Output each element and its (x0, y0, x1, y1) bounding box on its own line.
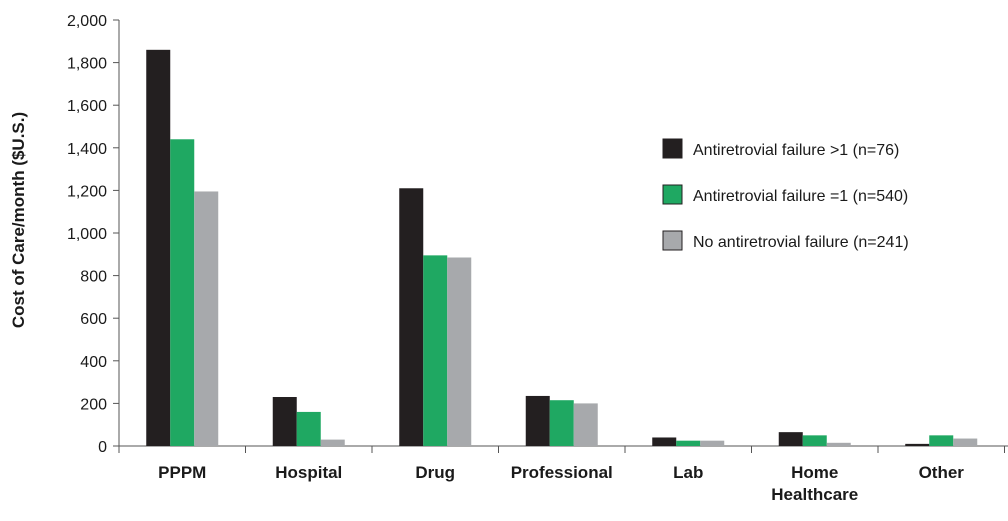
bar-home-healthcare-series-1 (778, 432, 803, 446)
bar-pppm-series-1 (146, 49, 171, 446)
bar-drug-series-3 (447, 257, 472, 446)
x-tick-label: Home Healthcare (771, 463, 858, 504)
bar-other-series-3 (953, 438, 978, 446)
x-tick-label: Hospital (275, 463, 342, 482)
bar-professional-series-1 (525, 395, 550, 446)
bar-other-series-2 (929, 435, 954, 446)
x-tick-label: Lab (673, 463, 703, 482)
bar-drug-series-1 (399, 188, 424, 446)
x-tick-label: Professional (511, 463, 613, 482)
y-tick-label: 1,600 (67, 98, 107, 115)
y-tick-label: 1,400 (67, 141, 107, 158)
bar-pppm-series-3 (194, 191, 219, 446)
bar-hospital-series-2 (296, 411, 321, 446)
x-tick-label: Drug (415, 463, 455, 482)
y-axis: 0 200 400 600 800 1,000 1,200 1,400 1,600 1,800 2,… (67, 13, 120, 456)
y-tick-label: 2,000 (67, 13, 107, 30)
bar-hospital-series-1 (272, 397, 297, 446)
bar-professional-series-2 (549, 400, 574, 446)
y-tick-label: 400 (80, 354, 107, 371)
bar-lab-series-2 (676, 440, 701, 446)
bar-lab-series-1 (652, 437, 677, 446)
legend-swatch (662, 184, 683, 205)
x-tick-label: PPPM (158, 463, 206, 482)
y-tick-label: 0 (98, 439, 107, 456)
legend-swatch (662, 230, 683, 251)
legend-label: Antiretrovial failure =1 (n=540) (693, 188, 908, 205)
bar-hospital-series-3 (320, 439, 345, 446)
y-tick-label: 600 (80, 311, 107, 328)
bar-lab-series-3 (700, 440, 725, 446)
bar-pppm-series-2 (170, 139, 195, 446)
bar-professional-series-3 (573, 403, 598, 446)
legend-label: Antiretrovial failure >1 (n=76) (693, 142, 899, 159)
y-tick-label: 200 (80, 396, 107, 413)
x-tick-label: Other (919, 463, 965, 482)
bar-home-healthcare-series-2 (802, 435, 827, 446)
y-tick-label: 1,200 (67, 183, 107, 200)
legend-swatch (662, 138, 683, 159)
bar-home-healthcare-series-3 (826, 442, 851, 446)
y-axis-title: Cost of Care/month ($U.S.) (9, 112, 28, 328)
legend: Antiretrovial failure >1 (n=76) Antiretro… (662, 138, 909, 251)
bar-drug-series-2 (423, 255, 448, 446)
x-axis: PPPM Hospital Drug Professional Lab Home Healt… (118, 445, 1008, 504)
bars (146, 49, 978, 446)
y-tick-label: 800 (80, 269, 107, 286)
y-tick-label: 1,800 (67, 56, 107, 73)
y-tick-label: 1,000 (67, 226, 107, 243)
legend-label: No antiretrovial failure (n=241) (693, 234, 909, 251)
bar-other-series-1 (905, 443, 930, 446)
